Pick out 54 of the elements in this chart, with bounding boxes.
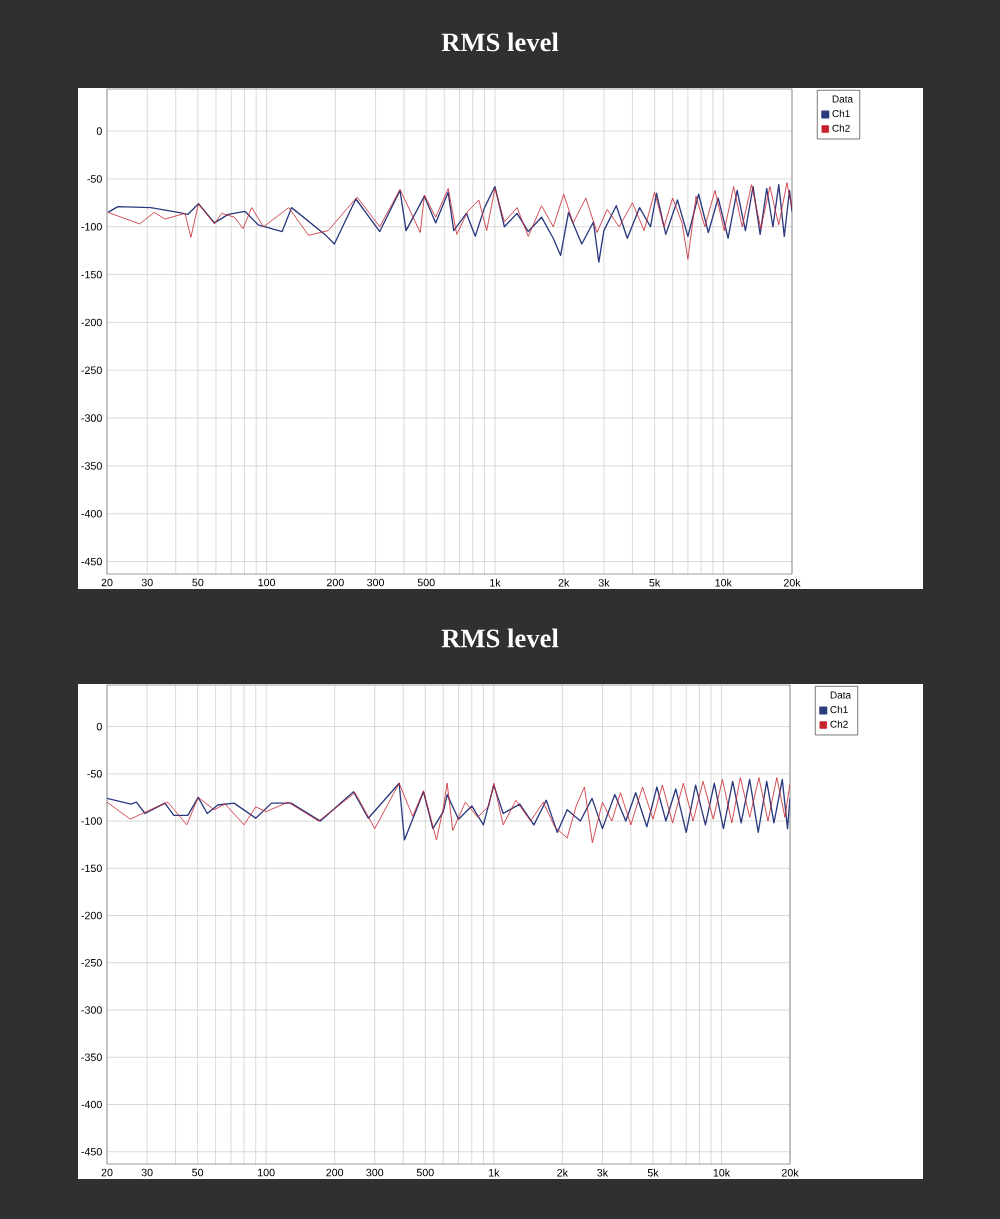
legend-title: Data — [832, 95, 854, 103]
x-tick-label: 3k — [597, 1168, 609, 1177]
x-tick-label: 20 — [101, 578, 113, 587]
x-tick-label: 50 — [192, 578, 204, 587]
x-tick-label: 300 — [366, 1168, 384, 1177]
y-tick-label: -250 — [81, 366, 102, 375]
y-tick-label: -400 — [81, 509, 102, 518]
legend-title: Data — [830, 691, 852, 699]
y-tick-label: -200 — [81, 318, 102, 327]
x-tick-label: 5k — [647, 1168, 659, 1177]
x-tick-label: 30 — [141, 1168, 153, 1177]
x-tick-label: 5k — [649, 578, 661, 587]
x-tick-label: 2k — [558, 578, 570, 587]
x-tick-label: 3k — [598, 578, 610, 587]
x-tick-label: 500 — [416, 1168, 434, 1177]
x-tick-label: 1k — [490, 578, 501, 587]
x-tick-label: 30 — [141, 578, 153, 587]
chart-title: RMS level — [441, 32, 559, 52]
x-tick-label: 20k — [781, 1168, 799, 1177]
x-tick-label: 100 — [258, 1168, 275, 1177]
x-tick-label: 10k — [713, 1168, 731, 1177]
y-tick-label: -350 — [81, 462, 102, 470]
x-tick-label: 20 — [101, 1168, 113, 1177]
x-tick-label: 20k — [783, 578, 801, 587]
x-tick-label: 100 — [258, 578, 276, 587]
y-tick-label: -300 — [81, 1006, 102, 1014]
chart-title: RMS level — [441, 628, 559, 648]
y-tick-label: -50 — [87, 770, 102, 778]
y-tick-label: -200 — [81, 911, 102, 920]
y-tick-label: -150 — [81, 270, 102, 279]
y-tick-label: -150 — [81, 864, 102, 873]
y-tick-label: -450 — [81, 1147, 102, 1156]
y-tick-label: -450 — [81, 557, 102, 566]
legend-label: Ch1 — [830, 705, 848, 714]
x-tick-label: 200 — [326, 578, 344, 587]
y-tick-label: -300 — [81, 414, 102, 422]
legend-label: Ch2 — [830, 720, 848, 728]
y-tick-label: -100 — [81, 817, 102, 825]
y-tick-label: 0 — [96, 127, 102, 135]
x-tick-label: 50 — [192, 1168, 204, 1177]
x-tick-label: 200 — [326, 1168, 344, 1177]
legend-label: Ch2 — [832, 124, 850, 132]
y-tick-label: -350 — [81, 1053, 102, 1062]
x-tick-label: 2k — [557, 1168, 568, 1177]
x-tick-label: 1k — [489, 1168, 500, 1177]
y-tick-label: -100 — [81, 222, 102, 231]
y-tick-label: 0 — [96, 722, 102, 731]
legend-label: Ch1 — [832, 109, 850, 118]
y-tick-label: -250 — [81, 959, 102, 967]
x-tick-label: 300 — [367, 578, 385, 587]
x-tick-label: 10k — [715, 578, 732, 587]
y-tick-label: -50 — [87, 175, 102, 183]
x-tick-label: 500 — [417, 578, 435, 587]
y-tick-label: -400 — [81, 1100, 102, 1109]
